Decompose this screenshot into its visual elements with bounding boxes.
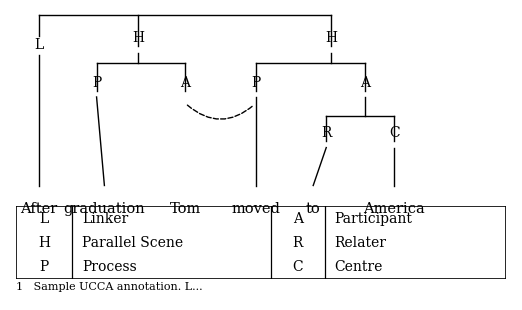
Text: Tom: Tom: [170, 202, 201, 216]
Text: Parallel Scene: Parallel Scene: [82, 236, 183, 250]
Text: Centre: Centre: [335, 259, 383, 274]
Text: R: R: [293, 236, 303, 250]
Text: graduation: graduation: [64, 202, 145, 216]
Text: H: H: [38, 236, 50, 250]
Text: C: C: [389, 126, 399, 140]
FancyArrowPatch shape: [187, 105, 254, 119]
Text: P: P: [251, 76, 260, 90]
Text: L: L: [39, 211, 49, 226]
Text: H: H: [133, 31, 144, 45]
Text: 1   Sample UCCA annotation. L...: 1 Sample UCCA annotation. L...: [16, 282, 203, 292]
Text: Process: Process: [82, 259, 137, 274]
Text: P: P: [39, 259, 49, 274]
Text: P: P: [92, 76, 101, 90]
Text: Participant: Participant: [335, 211, 412, 226]
Text: A: A: [293, 211, 303, 226]
Text: C: C: [292, 259, 303, 274]
Text: L: L: [34, 38, 44, 52]
Text: After: After: [20, 202, 58, 216]
Text: A: A: [180, 76, 191, 90]
Text: moved: moved: [231, 202, 280, 216]
Text: Relater: Relater: [335, 236, 387, 250]
Text: Linker: Linker: [82, 211, 128, 226]
Text: H: H: [326, 31, 337, 45]
Text: R: R: [321, 126, 331, 140]
Text: A: A: [360, 76, 371, 90]
Text: to: to: [306, 202, 321, 216]
Text: America: America: [363, 202, 425, 216]
